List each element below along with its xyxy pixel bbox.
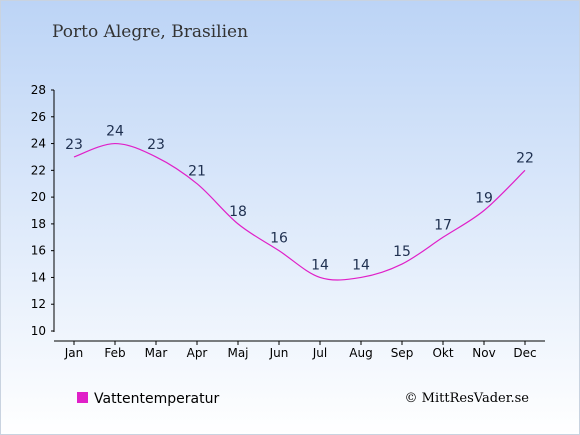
legend-label: Vattentemperatur: [94, 391, 219, 407]
y-tick-label: 28: [31, 83, 46, 97]
x-tick-label: Dec: [513, 346, 536, 360]
x-tick-label: Feb: [104, 346, 125, 360]
data-label: 23: [65, 137, 83, 153]
data-label: 15: [393, 244, 411, 260]
data-label: 14: [311, 257, 329, 273]
credit-text: © MittResVader.se: [405, 391, 530, 406]
series-line-vattentemperatur: [73, 142, 526, 281]
x-tick-label: Aug: [349, 346, 372, 360]
data-label: 23: [147, 137, 165, 153]
x-tick-label: Apr: [187, 346, 208, 360]
x-tick-label: Mar: [145, 346, 168, 360]
y-tick-label: 12: [31, 297, 46, 311]
y-tick-label: 10: [31, 324, 46, 338]
y-axis-ticks: 10 12 14 16 18 20 22 24 26 28: [31, 83, 54, 338]
legend-swatch: [77, 392, 88, 403]
y-tick-label: 22: [31, 163, 46, 177]
data-label: 14: [352, 257, 370, 273]
y-tick-label: 18: [31, 217, 46, 231]
data-label: 22: [516, 150, 534, 166]
y-tick-label: 14: [31, 270, 46, 284]
data-label: 24: [106, 124, 124, 140]
y-tick-label: 20: [31, 190, 46, 204]
x-tick-label: Okt: [432, 346, 453, 360]
x-tick-label: Jul: [312, 346, 327, 360]
y-tick-label: 26: [31, 110, 46, 124]
axes: [53, 90, 545, 342]
chart-title: Porto Alegre, Brasilien: [52, 22, 248, 42]
data-label: 21: [188, 164, 206, 180]
data-label: 17: [434, 217, 452, 233]
data-label: 19: [475, 191, 493, 207]
y-tick-label: 24: [31, 137, 46, 151]
x-tick-label: Maj: [227, 346, 248, 360]
x-tick-label: Nov: [472, 346, 495, 360]
data-label: 18: [229, 204, 247, 220]
x-tick-label: Jun: [269, 346, 289, 360]
y-tick-label: 16: [31, 244, 46, 258]
data-label: 16: [270, 231, 288, 247]
x-tick-label: Jan: [64, 346, 84, 360]
x-tick-label: Sep: [391, 346, 414, 360]
x-axis-ticks: Jan Feb Mar Apr Maj Jun Jul Aug Sep Okt Nov Dec: [64, 341, 537, 360]
data-labels: 23 24 23 21 18 16 14 14 15 17 19 22: [65, 124, 534, 274]
